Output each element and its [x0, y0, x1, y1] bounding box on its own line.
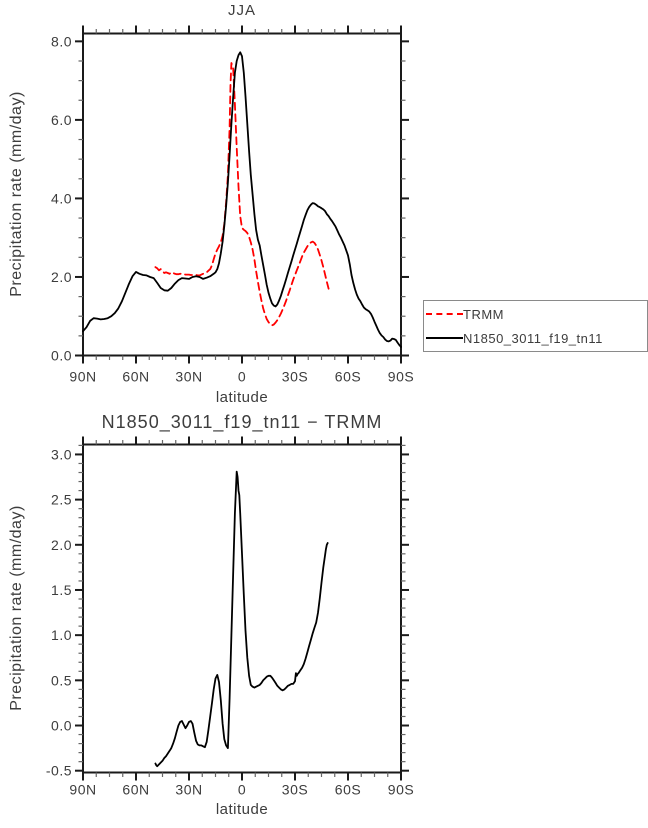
x-tick-label: 60S — [335, 369, 361, 385]
series-line-trmm — [154, 62, 330, 327]
y-tick-label: 1.5 — [51, 582, 72, 598]
x-tick-label: 30N — [175, 369, 202, 385]
series-line-n1850-3011-f19-tn11-trmm — [154, 470, 329, 768]
x-tick-label: 90N — [69, 369, 96, 385]
trmm-legend-label: TRMM — [463, 306, 504, 322]
x-tick-label: 30S — [282, 782, 308, 798]
top-panel-y-axis-label: Precipitation rate (mm/day) — [8, 91, 25, 297]
x-tick-label: 30S — [282, 369, 308, 385]
series-line-n1850-3011-f19-tn11 — [82, 51, 402, 348]
y-tick-label: 3.0 — [51, 446, 72, 462]
y-tick-label: 2.5 — [51, 492, 72, 508]
model-line-sample — [426, 337, 463, 339]
x-tick-label: 90S — [388, 369, 414, 385]
x-tick-label: 0 — [238, 782, 246, 798]
x-tick-label: 0 — [238, 369, 246, 385]
x-tick-label: 90N — [69, 782, 96, 798]
x-tick-label: 60S — [335, 782, 361, 798]
legend-row-model: N1850_3011_f19_tn11 — [424, 326, 647, 350]
top-panel-title: JJA — [227, 2, 256, 19]
legend: TRMM N1850_3011_f19_tn11 — [423, 300, 648, 352]
y-tick-label: 1.0 — [51, 627, 72, 643]
y-tick-label: 4.0 — [51, 190, 72, 206]
y-tick-label: 2.0 — [51, 537, 72, 553]
y-tick-label: 8.0 — [51, 33, 72, 49]
x-tick-label: 60N — [122, 782, 149, 798]
x-tick-label: 90S — [388, 782, 414, 798]
y-tick-label: 0.0 — [51, 718, 72, 734]
y-tick-label: 0.0 — [51, 348, 72, 364]
bottom-panel-x-axis-label: latitude — [215, 801, 269, 818]
y-tick-label: 2.0 — [51, 269, 72, 285]
bottom-panel-y-axis-label: Precipitation rate (mm/day) — [8, 505, 25, 711]
x-tick-label: 60N — [122, 369, 149, 385]
y-tick-label: 6.0 — [51, 112, 72, 128]
model-legend-label: N1850_3011_f19_tn11 — [463, 330, 603, 346]
y-tick-label: -0.5 — [46, 763, 72, 779]
bottom-panel-title: N1850_3011_f19_tn11 − TRMM — [101, 412, 383, 432]
top-panel-x-axis-label: latitude — [215, 389, 269, 406]
x-tick-label: 30N — [175, 782, 202, 798]
y-tick-label: 0.5 — [51, 672, 72, 688]
legend-row-trmm: TRMM — [424, 302, 647, 326]
trmm-line-sample — [426, 313, 463, 315]
plot-box — [82, 443, 402, 774]
plot-box — [82, 32, 402, 357]
